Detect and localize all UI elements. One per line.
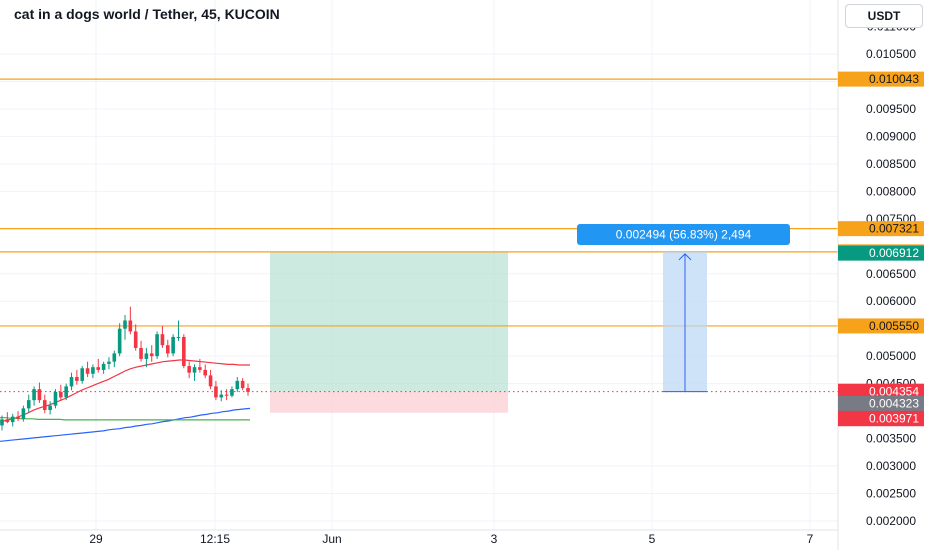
candle-body: [80, 368, 85, 381]
last-price-label: 0.004354: [869, 385, 919, 399]
price-tick: 0.002500: [866, 487, 916, 501]
candle-body: [112, 353, 117, 362]
candle-body: [219, 394, 224, 398]
time-tick: 7: [807, 532, 814, 546]
candle-body: [160, 334, 165, 346]
price-label-bg: [838, 395, 924, 411]
price-tick: 0.010500: [866, 47, 916, 61]
candle-body: [144, 353, 149, 359]
candle-body: [42, 400, 47, 411]
candle-body: [10, 416, 15, 423]
loss-zone: [270, 391, 508, 413]
moving-averages: [0, 359, 251, 442]
candle-body: [117, 328, 122, 354]
moving-average-line: [0, 417, 250, 421]
candle-body: [16, 416, 20, 419]
price-tick: 0.006000: [866, 294, 916, 308]
candle-body: [59, 391, 63, 398]
price-label: 0.003971: [869, 412, 919, 426]
price-tick: 0.009500: [866, 102, 916, 116]
price-label: 0.006912: [869, 246, 919, 260]
price-label-bg: [838, 245, 924, 261]
candle-body: [107, 361, 111, 364]
candle-body: [187, 366, 191, 373]
time-tick: 5: [649, 532, 656, 546]
candle-body: [21, 408, 26, 419]
measure-arrow-head: [678, 253, 692, 261]
candle-body: [133, 331, 138, 348]
candle-body: [0, 419, 4, 426]
candle-body: [214, 386, 218, 398]
line-label: 0.005550: [869, 319, 919, 333]
line-label: 0.007321: [869, 222, 919, 236]
price-label-bg: [838, 411, 924, 427]
price-label: 0.004323: [869, 396, 919, 410]
price-tick: 0.006500: [866, 267, 916, 281]
candle-body: [128, 320, 133, 332]
candle-body: [5, 419, 10, 423]
candle-body: [123, 320, 127, 329]
candle-body: [224, 394, 229, 396]
time-tick: Jun: [322, 532, 341, 546]
profit-zone: [270, 251, 508, 392]
price-tick: 0.005000: [866, 349, 916, 363]
line-label-bg: [838, 71, 924, 87]
price-tick: 0.003500: [866, 432, 916, 446]
time-axis[interactable]: 29 12:15 Jun 3 5 7: [0, 529, 838, 546]
time-tick: 29: [89, 532, 103, 546]
candle-body: [155, 334, 159, 357]
candle-body: [26, 400, 31, 409]
price-tick: 0.002000: [866, 514, 916, 528]
time-tick: 12:15: [200, 532, 230, 546]
candle-body: [91, 367, 95, 374]
candle-body: [69, 377, 74, 387]
chart-title: cat in a dogs world / Tether, 45, KUCOIN: [14, 6, 280, 22]
price-tick: 0.008500: [866, 157, 916, 171]
moving-average-line: [0, 407, 251, 442]
candle-body: [149, 353, 154, 357]
candle-body: [48, 405, 52, 411]
candle-body: [230, 389, 234, 396]
candle-body: [64, 386, 68, 398]
candle-body: [32, 389, 36, 401]
candle-body: [75, 377, 79, 381]
candle-body: [208, 375, 213, 387]
moving-average-line: [0, 359, 250, 423]
price-axis[interactable]: [837, 0, 932, 550]
position-zones[interactable]: [270, 251, 508, 413]
price-labels: 0.0100430.0073210.0068990.0055500.006912…: [838, 71, 924, 427]
measure-label-bg: [577, 224, 790, 245]
time-tick: 3: [491, 532, 498, 546]
measure-tool[interactable]: 0.002494 (56.83%) 2,494: [577, 224, 790, 393]
candle-body: [176, 336, 181, 338]
candle-body: [85, 368, 90, 374]
candle-body: [240, 380, 245, 389]
price-tick: 0.003000: [866, 459, 916, 473]
candle-body: [192, 367, 197, 373]
candle-body: [37, 389, 42, 401]
candle-body: [101, 363, 106, 370]
line-label-bg: [838, 318, 924, 334]
candle-body: [96, 367, 101, 370]
candle-body: [203, 369, 208, 376]
candles: [0, 306, 250, 431]
candle-body: [246, 388, 250, 392]
price-tick: 0.009000: [866, 129, 916, 143]
candle-body: [182, 336, 186, 367]
candle-body: [139, 347, 143, 359]
currency-button[interactable]: USDT: [845, 4, 923, 28]
price-axis-bg: [838, 0, 932, 550]
line-label-bg: [838, 221, 924, 237]
price-tick: 0.008000: [866, 184, 916, 198]
line-label: 0.010043: [869, 72, 919, 86]
candle-body: [53, 391, 58, 406]
measure-label: 0.002494 (56.83%) 2,494: [616, 228, 752, 242]
grid: [0, 0, 838, 530]
candle-body: [235, 380, 240, 390]
candle-body: [171, 336, 175, 354]
candle-body: [198, 367, 202, 370]
candle-body: [165, 345, 170, 354]
